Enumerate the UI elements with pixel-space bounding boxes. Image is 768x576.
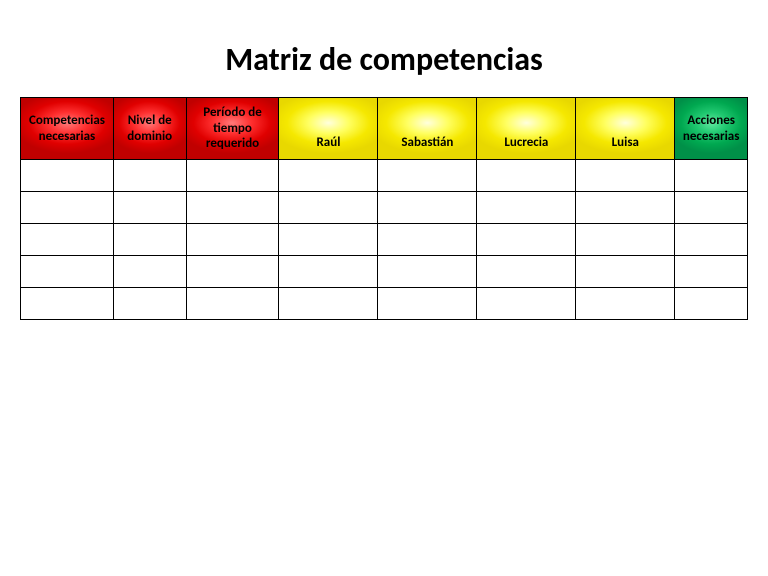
col-header-sabastian: Sabastián xyxy=(378,98,477,160)
cell xyxy=(576,160,675,192)
cell xyxy=(477,256,576,288)
cell xyxy=(675,288,748,320)
cell xyxy=(279,288,378,320)
table-row xyxy=(21,288,748,320)
col-header-lucrecia: Lucrecia xyxy=(477,98,576,160)
cell xyxy=(675,256,748,288)
cell xyxy=(186,288,279,320)
cell xyxy=(186,224,279,256)
cell xyxy=(186,256,279,288)
cell xyxy=(186,192,279,224)
cell xyxy=(477,160,576,192)
table-row xyxy=(21,192,748,224)
cell xyxy=(21,192,114,224)
cell xyxy=(378,224,477,256)
cell xyxy=(186,160,279,192)
cell xyxy=(477,192,576,224)
table-row xyxy=(21,160,748,192)
cell xyxy=(675,224,748,256)
table-row xyxy=(21,256,748,288)
cell xyxy=(279,160,378,192)
cell xyxy=(576,192,675,224)
page-title: Matriz de competencias xyxy=(0,40,768,79)
table-row xyxy=(21,224,748,256)
table-body xyxy=(21,160,748,320)
cell xyxy=(279,256,378,288)
cell xyxy=(113,160,186,192)
cell xyxy=(378,192,477,224)
col-header-nivel: Nivel de dominio xyxy=(113,98,186,160)
cell xyxy=(576,224,675,256)
cell xyxy=(378,160,477,192)
cell xyxy=(113,224,186,256)
col-header-periodo: Período de tiempo requerido xyxy=(186,98,279,160)
cell xyxy=(113,288,186,320)
cell xyxy=(378,288,477,320)
competency-matrix-table: Competencias necesarias Nivel de dominio… xyxy=(20,97,748,320)
col-header-competencias: Competencias necesarias xyxy=(21,98,114,160)
col-header-raul: Raúl xyxy=(279,98,378,160)
cell xyxy=(477,224,576,256)
cell xyxy=(21,160,114,192)
cell xyxy=(113,256,186,288)
cell xyxy=(279,224,378,256)
cell xyxy=(378,256,477,288)
cell xyxy=(675,192,748,224)
header-row: Competencias necesarias Nivel de dominio… xyxy=(21,98,748,160)
cell xyxy=(21,256,114,288)
col-header-acciones: Acciones necesarias xyxy=(675,98,748,160)
cell xyxy=(675,160,748,192)
cell xyxy=(576,288,675,320)
cell xyxy=(113,192,186,224)
cell xyxy=(21,224,114,256)
cell xyxy=(21,288,114,320)
col-header-luisa: Luisa xyxy=(576,98,675,160)
cell xyxy=(477,288,576,320)
cell xyxy=(576,256,675,288)
cell xyxy=(279,192,378,224)
